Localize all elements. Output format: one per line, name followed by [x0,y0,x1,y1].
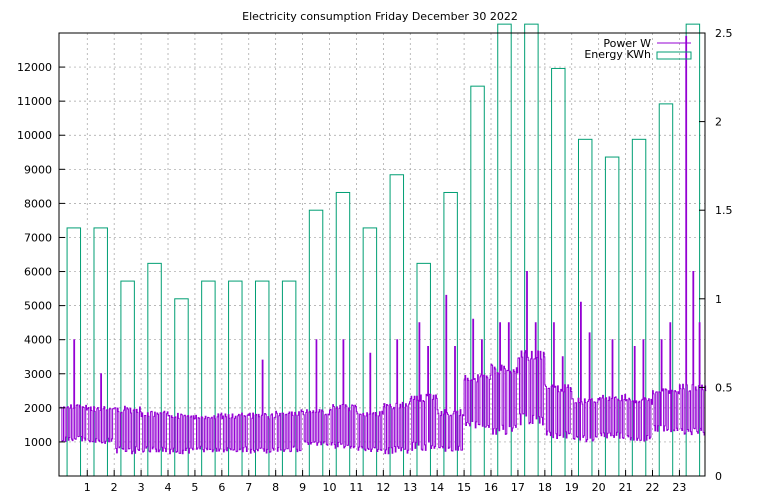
x-tick-label: 13 [403,481,417,494]
x-tick-label: 8 [272,481,279,494]
legend-label-energy: Energy KWh [584,48,651,61]
x-tick-label: 3 [138,481,145,494]
legend: Power W Energy KWh [584,37,692,61]
y2-tick-label: 0.5 [715,381,733,394]
plot-frame [58,32,706,477]
x-tick-label: 16 [484,481,498,494]
y-tick-label: 12000 [17,61,52,74]
x-tick-label: 4 [165,481,172,494]
y-tick-label: 9000 [24,163,52,176]
y2-tick-label: 1.5 [715,204,733,217]
x-tick-label: 19 [565,481,579,494]
x-tick-label: 2 [111,481,118,494]
y-tick-label: 4000 [24,334,52,347]
x-tick-label: 6 [218,481,225,494]
legend-label-power: Power W [603,37,651,50]
y-tick-label: 1000 [24,436,52,449]
legend-swatch-energy [656,51,692,60]
x-tick-label: 10 [323,481,337,494]
x-tick-label: 21 [619,481,633,494]
x-tick-label: 18 [538,481,552,494]
y-tick-label: 3000 [24,368,52,381]
y-tick-label: 5000 [24,300,52,313]
power-series [60,35,707,455]
x-tick-label: 22 [646,481,660,494]
y2-tick-label: 2 [715,116,722,129]
x-tick-label: 15 [457,481,471,494]
y2-tick-label: 2.5 [715,27,733,40]
y-tick-label: 6000 [24,266,52,279]
x-tick-label: 5 [191,481,198,494]
x-tick-label: 14 [430,481,444,494]
y-tick-label: 2000 [24,402,52,415]
y-tick-label: 10000 [17,129,52,142]
chart-title: Electricity consumption Friday December … [242,10,518,23]
y2-tick-label: 1 [715,293,722,306]
x-tick-label: 20 [592,481,606,494]
axis-ticks: 1000200030004000500060007000800090001000… [17,27,733,494]
x-tick-label: 1 [84,481,91,494]
y-tick-label: 7000 [24,231,52,244]
x-tick-label: 12 [376,481,390,494]
x-tick-label: 7 [245,481,252,494]
y-tick-label: 11000 [17,95,52,108]
x-tick-label: 9 [299,481,306,494]
y2-tick-label: 0 [715,470,722,483]
y-tick-label: 8000 [24,197,52,210]
x-tick-label: 17 [511,481,525,494]
x-tick-label: 11 [349,481,363,494]
gridlines [59,33,705,476]
power-line [60,35,707,455]
x-tick-label: 23 [672,481,686,494]
